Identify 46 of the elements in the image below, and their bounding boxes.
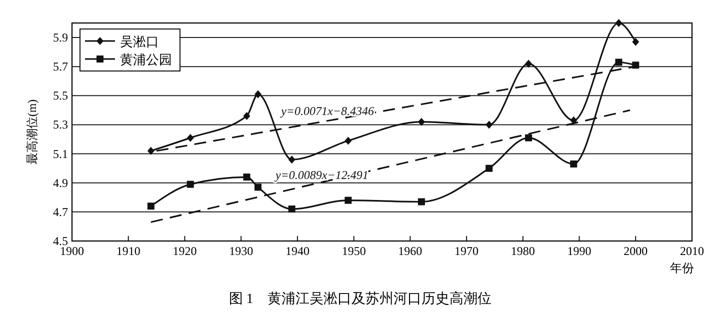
point xyxy=(186,180,194,188)
point xyxy=(615,19,622,27)
x-tick-label: 1990 xyxy=(567,244,592,258)
y-tick-label: 5.3 xyxy=(53,118,68,132)
point xyxy=(288,156,296,164)
y-tick-label: 5.7 xyxy=(53,60,68,74)
point xyxy=(486,120,493,129)
point xyxy=(147,202,154,210)
x-tick-label: 1910 xyxy=(116,244,140,258)
x-tick-label: 2010 xyxy=(680,244,704,258)
x-tick-label: 1970 xyxy=(454,244,479,258)
point xyxy=(615,58,622,66)
point xyxy=(243,112,250,120)
point xyxy=(147,146,154,155)
x-tick-label: 1960 xyxy=(398,244,422,258)
legend-label: 吴淞口 xyxy=(120,34,159,49)
x-tick-label: 1930 xyxy=(229,244,254,258)
text: 图 1 黄浦江吴淞口及苏州河口历史高潮位 xyxy=(228,291,492,307)
point xyxy=(418,118,425,126)
x-tick-label: 1940 xyxy=(285,244,310,258)
point xyxy=(418,198,425,206)
point xyxy=(632,38,640,46)
x-tick-label: 2000 xyxy=(624,244,648,258)
y-tick-label: 4.9 xyxy=(53,176,68,190)
point xyxy=(288,206,296,213)
x-axis-title: 年份 xyxy=(670,261,694,275)
point xyxy=(243,174,250,181)
y-tick-label: 5.5 xyxy=(53,88,68,103)
point xyxy=(186,134,194,142)
series-label: y=0.0071x−8.4346 xyxy=(280,104,374,118)
point xyxy=(525,60,532,68)
x-tick-label: 1950 xyxy=(342,244,366,258)
point xyxy=(486,164,493,172)
point xyxy=(254,90,262,98)
y-tick-label: 5.9 xyxy=(53,30,68,45)
point xyxy=(344,136,352,145)
y-axis-title: 最高潮位(m) xyxy=(25,99,39,165)
point xyxy=(570,160,578,168)
point xyxy=(525,134,532,142)
x-tick-label: 1980 xyxy=(510,244,535,258)
legend-label: 黄浦公园 xyxy=(120,52,172,67)
y-tick-label: 4.7 xyxy=(53,204,68,219)
point xyxy=(254,184,262,191)
x-tick-label: 1920 xyxy=(172,244,197,258)
y-tick-label: 5.1 xyxy=(53,146,68,161)
point xyxy=(344,196,352,204)
